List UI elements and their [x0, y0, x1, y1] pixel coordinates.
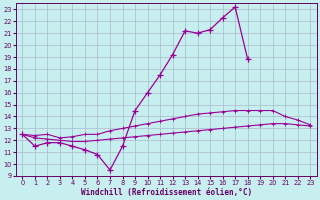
- X-axis label: Windchill (Refroidissement éolien,°C): Windchill (Refroidissement éolien,°C): [81, 188, 252, 197]
